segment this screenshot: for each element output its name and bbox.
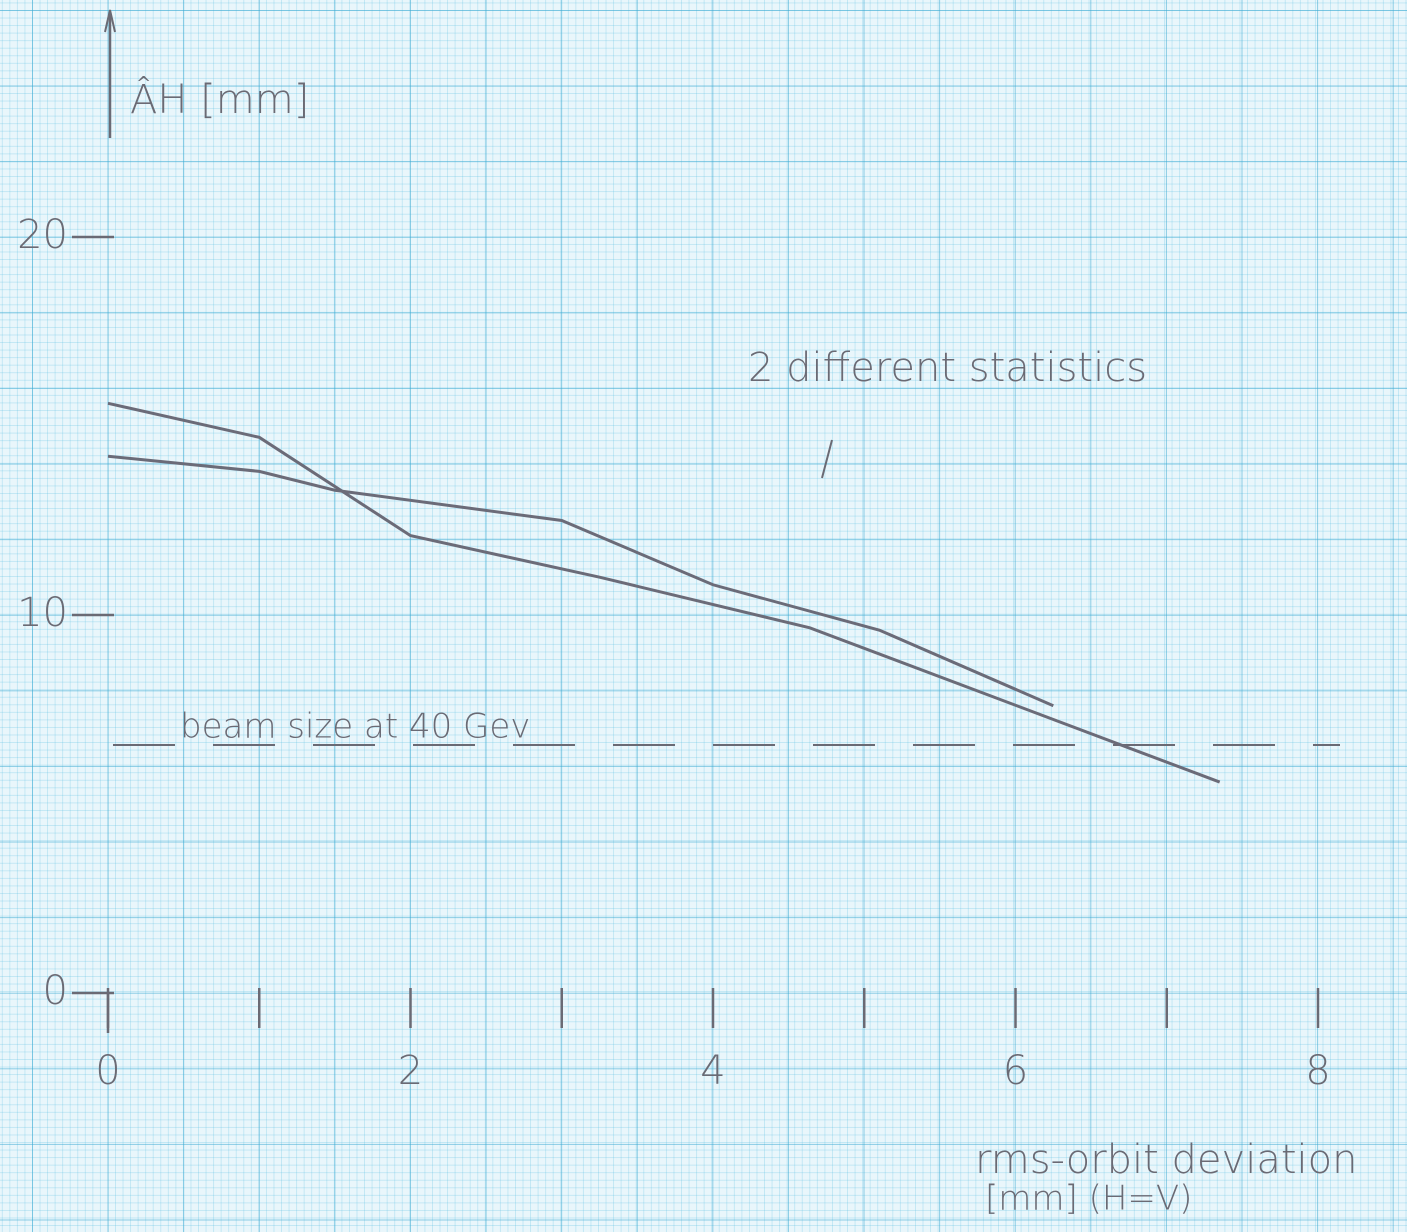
annotation-pointer: [822, 440, 832, 478]
page: {"chart_data": { "type": "line", "ylabel…: [0, 0, 1407, 1232]
chart: ÂH [mm] rms-orbit deviation [mm] (H=V) 2…: [0, 0, 1407, 1232]
y-tick-label: 0: [43, 968, 68, 1014]
x-axis-label: rms-orbit deviation: [975, 1137, 1357, 1183]
x-tick-label: 4: [700, 1048, 725, 1094]
x-tick-label: 2: [398, 1048, 423, 1094]
data-line: [108, 456, 1053, 705]
y-tick-label: 10: [17, 590, 68, 636]
y-axis-label: ÂH [mm]: [130, 75, 309, 123]
x-tick-label: 6: [1003, 1048, 1028, 1094]
y-tick-label: 20: [17, 212, 68, 258]
annotation: 2 different statistics: [748, 345, 1147, 391]
x-axis-unit: [mm] (H=V): [985, 1179, 1192, 1219]
annotation: beam size at 40 Gev: [180, 707, 530, 747]
x-tick-label: 8: [1305, 1048, 1330, 1094]
x-tick-label: 0: [95, 1048, 120, 1094]
